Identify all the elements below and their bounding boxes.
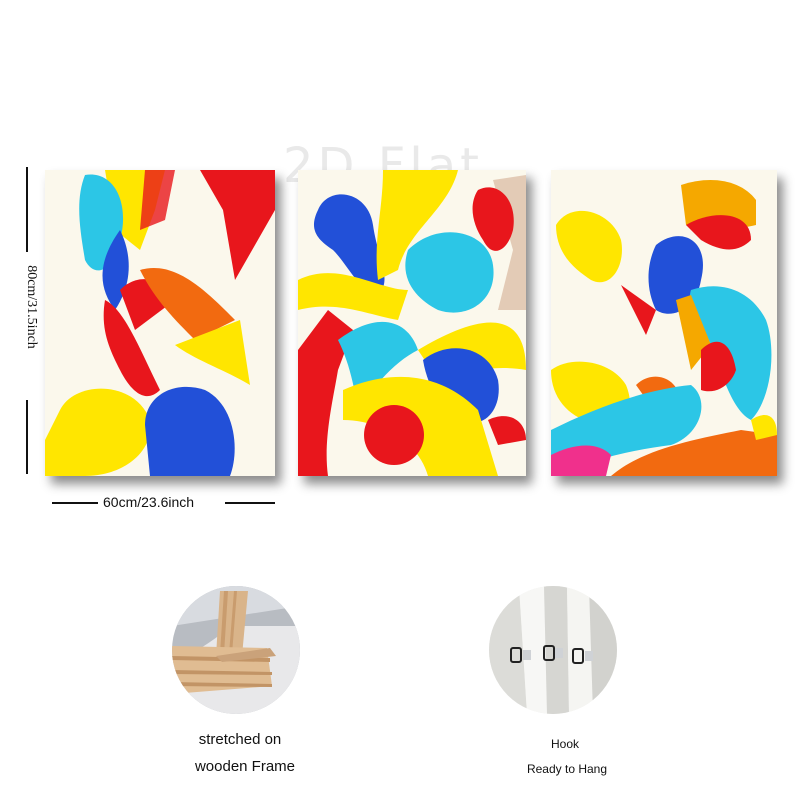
height-dimension-line	[26, 167, 28, 474]
hook-photo	[489, 586, 617, 714]
width-dimension-line-right	[225, 502, 275, 504]
height-dimension-label: 80cm/31.5inch	[24, 265, 39, 349]
wooden-frame-photo	[172, 586, 300, 714]
frame-caption-line1: stretched on	[198, 731, 282, 748]
frame-caption-line2: wooden Frame	[194, 758, 296, 775]
hook-caption-line2: Ready to Hang	[526, 762, 608, 776]
hook-caption-line1: Hook	[550, 737, 579, 751]
width-dimension-line-left	[52, 502, 98, 504]
abstract-canvas-middle	[298, 170, 526, 476]
abstract-canvas-right	[551, 170, 777, 476]
width-dimension-label: 60cm/23.6inch	[103, 494, 195, 510]
abstract-canvas-left	[45, 170, 275, 476]
